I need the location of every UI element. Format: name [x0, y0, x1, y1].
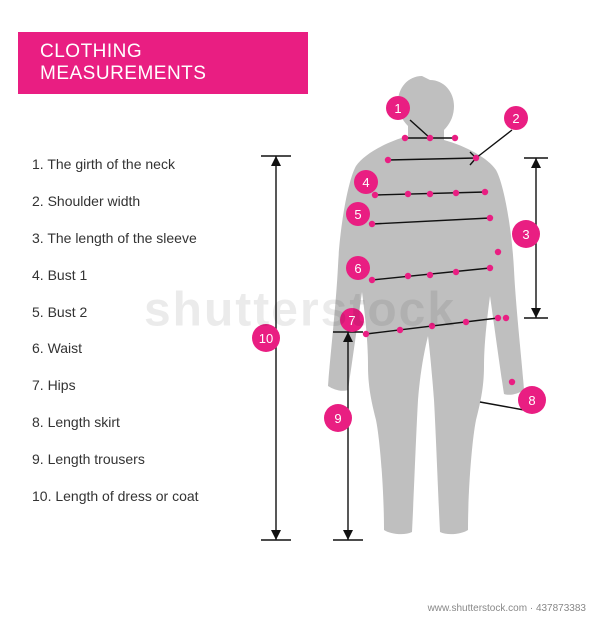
legend-item: 6. Waist	[32, 339, 242, 358]
footer-right: 437873383	[536, 603, 586, 614]
legend-item: 3. The length of the sleeve	[32, 229, 242, 248]
legend-item: 7. Hips	[32, 376, 242, 395]
badge-9: 9	[324, 404, 352, 432]
legend-item: 9. Length trousers	[32, 450, 242, 469]
legend-list: 1. The girth of the neck 2. Shoulder widt…	[32, 155, 242, 524]
legend-item: 10. Length of dress or coat	[32, 487, 242, 506]
legend-item: 2. Shoulder width	[32, 192, 242, 211]
watermark: shutterstock	[0, 283, 600, 338]
footer: www.shutterstock.com · 437873383	[428, 603, 586, 614]
badge-1: 1	[386, 96, 410, 120]
title-text: CLOTHING MEASUREMENTS	[40, 41, 308, 85]
title-bar: CLOTHING MEASUREMENTS	[18, 32, 308, 94]
diagram-canvas: CLOTHING MEASUREMENTS 1. The girth of th…	[0, 0, 600, 620]
badge-8: 8	[518, 386, 546, 414]
badge-3: 3	[512, 220, 540, 248]
footer-left: www.shutterstock.com	[428, 603, 527, 614]
badge-6: 6	[346, 256, 370, 280]
badge-5: 5	[346, 202, 370, 226]
legend-item: 8. Length skirt	[32, 413, 242, 432]
badge-2: 2	[504, 106, 528, 130]
badge-4: 4	[354, 170, 378, 194]
legend-item: 1. The girth of the neck	[32, 155, 242, 174]
